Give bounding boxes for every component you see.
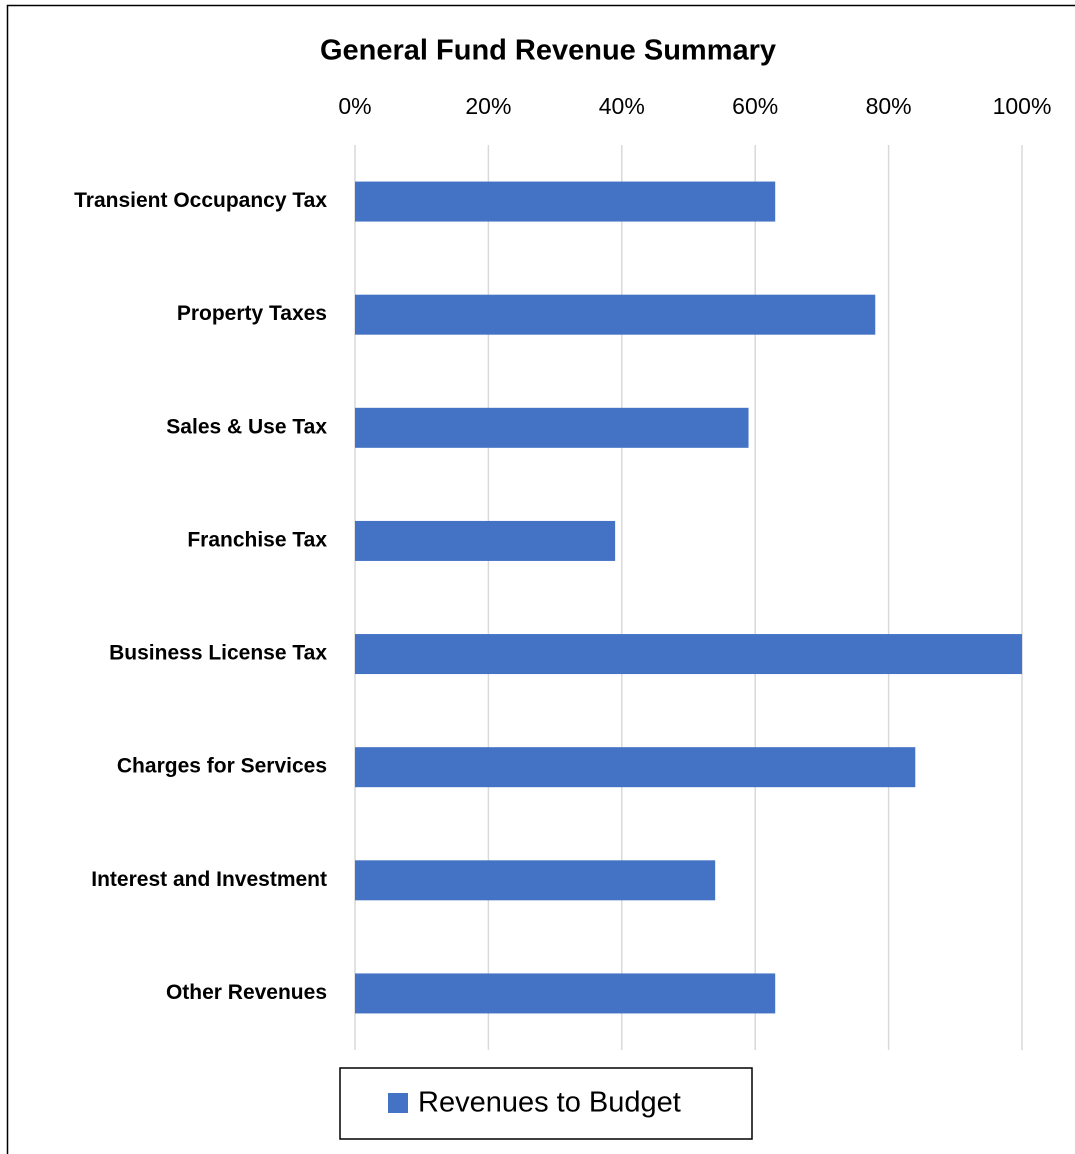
legend-swatch — [388, 1093, 408, 1113]
x-tick-label: 100% — [993, 93, 1052, 119]
bar — [355, 181, 776, 222]
y-tick-label: Sales & Use Tax — [166, 415, 327, 438]
x-tick-label: 40% — [599, 93, 645, 119]
y-tick-label: Other Revenues — [166, 981, 327, 1004]
bar — [355, 520, 616, 561]
bar — [355, 860, 716, 901]
x-tick-label: 0% — [338, 93, 371, 119]
bar — [355, 407, 749, 448]
y-tick-label: Interest and Investment — [91, 868, 327, 891]
x-tick-label: 20% — [465, 93, 511, 119]
chart-title: General Fund Revenue Summary — [320, 35, 776, 67]
y-tick-label: Transient Occupancy Tax — [74, 189, 327, 212]
y-tick-label: Franchise Tax — [187, 528, 327, 551]
bar — [355, 294, 876, 335]
bar — [355, 634, 1022, 675]
y-tick-label: Property Taxes — [177, 302, 327, 325]
legend-box — [339, 1067, 753, 1140]
legend-label: Revenues to Budget — [418, 1087, 681, 1119]
chart-frame — [6, 4, 1075, 1154]
bar — [355, 747, 916, 788]
y-tick-label: Charges for Services — [117, 755, 327, 778]
y-tick-label: Business License Tax — [109, 642, 327, 665]
bar — [355, 973, 776, 1014]
x-tick-label: 80% — [866, 93, 912, 119]
x-tick-label: 60% — [732, 93, 778, 119]
